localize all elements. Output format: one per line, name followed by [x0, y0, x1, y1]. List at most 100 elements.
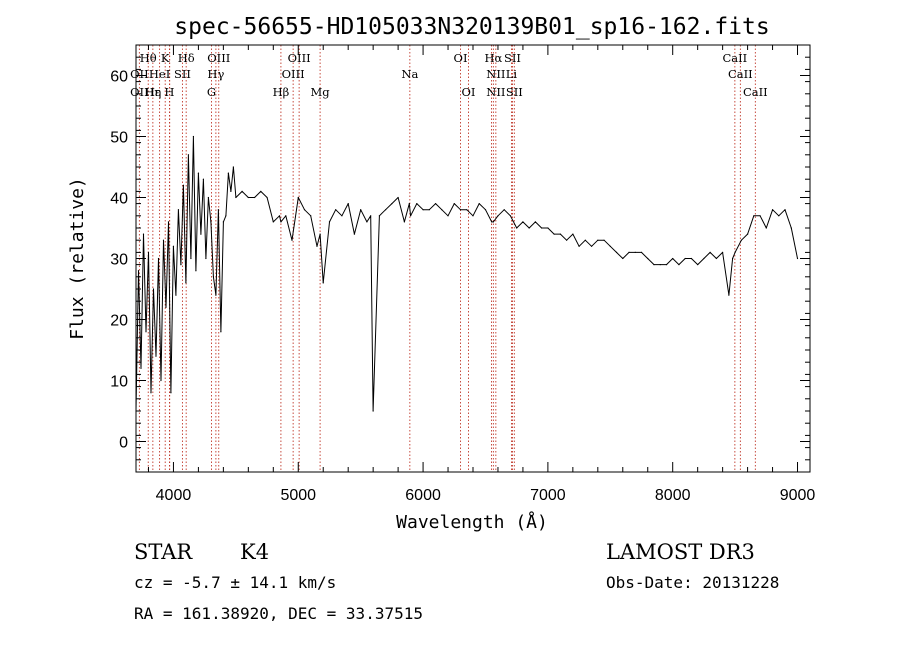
- spectrum-point: [227, 172, 229, 174]
- obs-date-label: Obs-Date: 20131228: [606, 573, 780, 592]
- spectrum-point: [603, 239, 605, 241]
- spectrum-point: [142, 233, 145, 235]
- spectrum-point: [370, 215, 372, 217]
- line-label-14: Na: [401, 67, 418, 81]
- spectrum-point: [366, 221, 368, 223]
- line-label-19: Hε: [145, 85, 161, 99]
- line-label-1: K: [161, 51, 170, 65]
- spectrum-point: [205, 257, 207, 260]
- spectrum-point: [232, 166, 234, 168]
- spectrum-point: [753, 215, 755, 217]
- spectrum-point: [260, 190, 262, 192]
- spectrum-point: [185, 282, 187, 284]
- spectrum-point: [578, 245, 580, 247]
- spectrum-point: [746, 233, 749, 235]
- spectrum-point: [628, 251, 630, 253]
- spectrum-point: [559, 233, 561, 235]
- spectrum-point: [428, 209, 430, 211]
- spectrum-point: [170, 392, 172, 394]
- spectrum-point: [422, 209, 424, 211]
- spectrum-point: [347, 203, 349, 205]
- spectrum-point: [140, 367, 142, 369]
- survey-label: LAMOST DR3: [606, 540, 755, 564]
- spectrum-point: [145, 331, 147, 333]
- line-label-22: G: [207, 85, 216, 99]
- spectrum-point: [360, 209, 362, 211]
- spectrum-point: [796, 257, 799, 260]
- spectrum-point: [434, 203, 437, 205]
- spectrum-point: [195, 270, 197, 272]
- spectrum-point: [322, 282, 324, 284]
- spectrum-point: [665, 264, 668, 266]
- spectrum-point: [715, 257, 717, 260]
- x-tick-label: 5000: [280, 487, 316, 504]
- line-label-27: SII: [506, 85, 523, 99]
- x-tick-label: 8000: [655, 487, 691, 504]
- spectrum-point: [391, 203, 393, 205]
- spectrum-point: [740, 239, 742, 241]
- spectrum-point: [547, 227, 549, 229]
- line-label-24: Mg: [311, 85, 331, 99]
- line-label-3: OIII: [207, 51, 230, 65]
- spectrum-point: [253, 196, 256, 199]
- y-tick-label: 20: [110, 313, 128, 330]
- spectrum-point: [372, 410, 374, 412]
- line-label-0: Hθ: [140, 51, 157, 65]
- spectrum-point: [466, 209, 468, 211]
- chart-title: spec-56655-HD105033N320139B01_sp16-162.f…: [174, 14, 769, 40]
- line-label-23: Hβ: [273, 85, 290, 99]
- spectrum-point: [528, 227, 530, 229]
- spectrum-point: [709, 251, 711, 253]
- spectrum-point: [590, 245, 593, 247]
- spectrum-point: [491, 221, 493, 223]
- y-tick-label: 50: [110, 130, 128, 147]
- spectrum-point: [453, 203, 455, 205]
- spectrum-point: [162, 239, 165, 241]
- spectrum-point: [647, 257, 649, 260]
- spectrum-point: [759, 215, 761, 217]
- line-label-5: OI: [454, 51, 468, 65]
- spectrum-point: [734, 251, 736, 253]
- spectrum-point: [207, 196, 209, 199]
- spectrum-point: [310, 215, 312, 217]
- spectrum-point: [280, 221, 282, 223]
- spectrum-point: [385, 209, 387, 211]
- spectrum-point: [160, 379, 162, 382]
- spectrum-point: [659, 264, 661, 266]
- spectrum-point: [165, 306, 167, 308]
- spectrum-point: [152, 288, 155, 290]
- spectrum-point: [187, 154, 190, 156]
- spectrum-point: [297, 196, 299, 199]
- spectrum-point: [409, 215, 412, 217]
- spectrum-series-line: [135, 136, 798, 412]
- spectrum-point: [640, 251, 643, 253]
- spectrum-point: [728, 294, 730, 296]
- spectrum-point: [247, 196, 249, 199]
- spectrum-point: [534, 221, 537, 223]
- spectrum-point: [335, 209, 337, 211]
- spectrum-point: [220, 331, 222, 333]
- line-label-20: Hη: [144, 85, 161, 99]
- spectrum-point: [541, 227, 543, 229]
- spectrum-point: [150, 392, 152, 394]
- spectrum-point: [678, 264, 680, 266]
- line-label-10: HeI: [149, 67, 170, 81]
- spectrum-point: [266, 196, 268, 199]
- y-tick-label: 0: [119, 435, 128, 452]
- spectrum-point: [765, 227, 767, 229]
- spectrum-point: [684, 257, 686, 260]
- spectrum-point: [341, 215, 343, 217]
- spectrum-point: [516, 227, 518, 229]
- object-subclass-label: K4: [240, 540, 270, 564]
- spectrum-point: [202, 178, 204, 180]
- x-axis-label: Wavelength (Å): [396, 511, 548, 533]
- line-label-7: SII: [504, 51, 521, 65]
- y-tick-label: 60: [110, 69, 128, 86]
- spectrum-point: [572, 233, 574, 235]
- x-tick-label: 9000: [780, 487, 816, 504]
- spectrum-point: [703, 257, 705, 260]
- spectrum-point: [484, 209, 487, 211]
- spectrum-point: [190, 257, 192, 260]
- spectrum-point: [478, 203, 480, 205]
- spectrum-point: [553, 233, 555, 235]
